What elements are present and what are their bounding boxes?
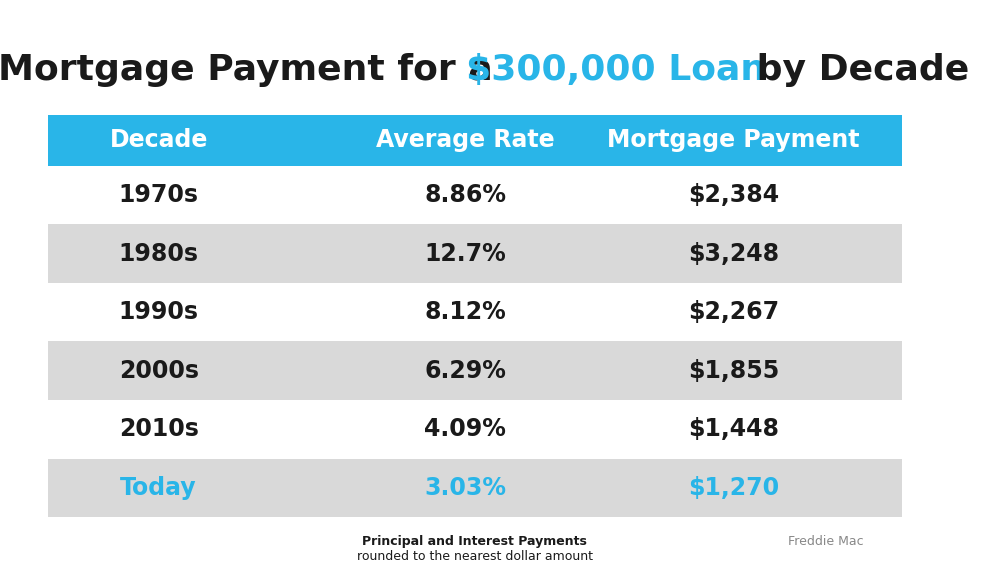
Text: Today: Today — [120, 476, 197, 500]
Text: Mortgage Payment for a: Mortgage Payment for a — [0, 53, 505, 87]
Text: $2,384: $2,384 — [688, 183, 779, 207]
Bar — [48, 341, 902, 400]
Bar — [48, 458, 902, 517]
Text: 8.12%: 8.12% — [425, 300, 506, 324]
Text: $1,448: $1,448 — [688, 417, 779, 441]
Text: Freddie Mac: Freddie Mac — [788, 535, 864, 548]
Text: $1,270: $1,270 — [688, 476, 779, 500]
Text: 12.7%: 12.7% — [425, 242, 506, 266]
Bar — [48, 225, 902, 283]
Text: 6.29%: 6.29% — [424, 359, 506, 383]
Text: Decade: Decade — [109, 128, 208, 153]
Text: Principal and Interest Payments: Principal and Interest Payments — [362, 535, 587, 548]
Bar — [48, 400, 902, 458]
Text: 1970s: 1970s — [119, 183, 199, 207]
Text: 1990s: 1990s — [119, 300, 199, 324]
Bar — [48, 115, 902, 166]
Text: 4.09%: 4.09% — [424, 417, 506, 441]
Text: $1,855: $1,855 — [688, 359, 779, 383]
Text: 2000s: 2000s — [119, 359, 199, 383]
Text: 8.86%: 8.86% — [424, 183, 506, 207]
Text: 2010s: 2010s — [119, 417, 199, 441]
Bar — [48, 283, 902, 341]
Text: by Decade: by Decade — [744, 53, 969, 87]
Text: 3.03%: 3.03% — [424, 476, 506, 500]
Text: 1980s: 1980s — [119, 242, 199, 266]
Text: $2,267: $2,267 — [688, 300, 779, 324]
Text: rounded to the nearest dollar amount: rounded to the nearest dollar amount — [357, 550, 593, 563]
Text: $3,248: $3,248 — [688, 242, 779, 266]
Bar — [48, 166, 902, 225]
Text: Mortgage Payment: Mortgage Payment — [607, 128, 860, 153]
Text: $300,000 Loan: $300,000 Loan — [466, 53, 766, 87]
Text: Average Rate: Average Rate — [376, 128, 555, 153]
